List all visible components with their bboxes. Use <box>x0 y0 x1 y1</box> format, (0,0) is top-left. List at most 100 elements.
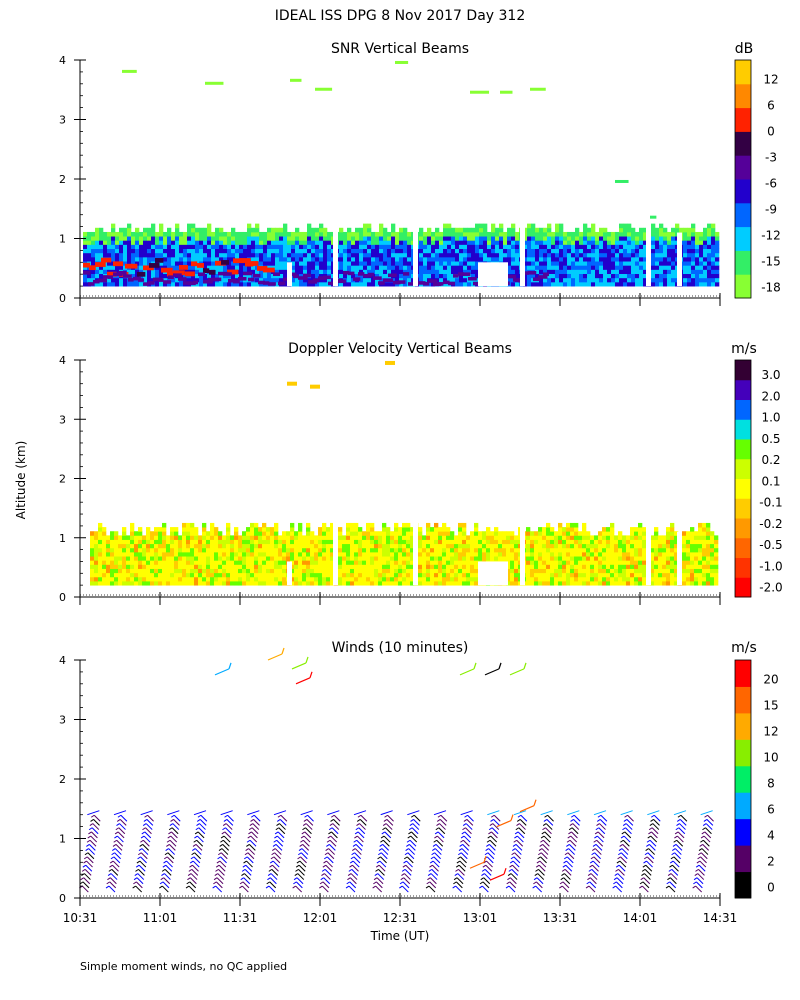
doppler-cell <box>450 556 455 561</box>
wind-barb <box>199 823 206 830</box>
snr-cell <box>695 277 700 283</box>
doppler-cell <box>287 381 297 386</box>
doppler-cell <box>682 581 687 586</box>
colorbar-swatch <box>735 179 751 204</box>
doppler-cell <box>622 539 627 545</box>
doppler-cell <box>326 576 331 582</box>
snr-cell <box>579 273 584 279</box>
doppler-cell <box>698 535 703 540</box>
doppler-cell <box>658 539 663 545</box>
snr-cell <box>691 256 696 262</box>
snr-cell <box>303 261 308 266</box>
snr-cell <box>507 269 512 275</box>
snr-cell <box>167 277 172 283</box>
snr-cell <box>123 240 128 245</box>
wind-barb <box>193 856 201 864</box>
snr-cell <box>495 227 500 233</box>
doppler-cell <box>146 535 151 540</box>
snr-cell <box>323 265 328 270</box>
doppler-cell <box>274 522 279 528</box>
snr-cell <box>95 252 100 258</box>
wind-barb-flag <box>187 873 192 876</box>
snr-cell <box>187 231 192 237</box>
doppler-cell <box>94 568 99 574</box>
snr-cell <box>559 277 564 283</box>
doppler-cell <box>574 539 579 545</box>
doppler-cell <box>326 568 331 574</box>
doppler-cell <box>110 568 115 574</box>
wind-barb <box>144 831 152 839</box>
doppler-cell <box>370 568 375 574</box>
doppler-cell <box>578 543 583 549</box>
snr-cell <box>155 236 160 241</box>
snr-cell <box>275 277 280 283</box>
wind-barb-flag <box>270 856 275 860</box>
doppler-cell <box>210 535 215 540</box>
doppler-cell <box>430 543 435 549</box>
doppler-cell <box>318 560 323 565</box>
doppler-cell <box>130 522 135 528</box>
snr-cell <box>195 252 200 258</box>
snr-cell <box>579 248 584 254</box>
wind-barb-flag <box>116 823 120 826</box>
snr-cell <box>463 265 468 270</box>
wind-barb-flag <box>269 860 274 864</box>
snr-cell <box>215 227 220 233</box>
wind-barb-flag <box>277 814 282 818</box>
doppler-cell <box>338 539 343 545</box>
snr-cell <box>667 231 672 237</box>
wind-barb <box>145 823 153 830</box>
wind-barb-flag <box>320 877 325 881</box>
doppler-cell <box>546 527 551 532</box>
doppler-cell <box>306 527 311 532</box>
doppler-cell <box>454 581 459 586</box>
doppler-cell <box>670 564 675 569</box>
snr-cell <box>683 240 688 245</box>
y-axis-label: Altitude (km) <box>14 441 28 520</box>
snr-cell <box>347 273 352 279</box>
snr-cell <box>379 227 384 233</box>
doppler-cell <box>326 572 331 578</box>
doppler-cell <box>406 522 411 528</box>
doppler-cell <box>574 581 579 586</box>
wind-barb <box>140 810 153 816</box>
snr-cell <box>479 244 484 250</box>
doppler-cell <box>662 556 667 561</box>
colorbar-swatch <box>735 274 751 299</box>
doppler-cell <box>470 556 475 561</box>
doppler-cell <box>154 568 159 574</box>
doppler-cell <box>554 539 559 545</box>
snr-cell <box>551 236 556 241</box>
wind-barb <box>225 823 233 830</box>
snr-cell <box>271 277 276 283</box>
snr-cell <box>339 252 344 258</box>
colorbar-tick-label: -12 <box>761 228 781 242</box>
wind-barb <box>119 823 126 830</box>
snr-cell <box>563 231 568 237</box>
doppler-cell <box>462 522 467 528</box>
doppler-cell <box>546 576 551 582</box>
snr-cell <box>403 269 408 275</box>
wind-barb <box>220 810 233 816</box>
doppler-cell <box>138 568 143 574</box>
doppler-cell <box>406 543 411 549</box>
snr-cell <box>195 248 200 254</box>
colorbar-swatch <box>735 60 751 85</box>
doppler-cell <box>666 576 671 582</box>
doppler-cell <box>538 527 543 532</box>
doppler-cell <box>426 527 431 532</box>
snr-cell <box>543 236 548 241</box>
doppler-cell <box>306 551 311 557</box>
doppler-cell <box>458 551 463 557</box>
snr-cell <box>447 236 452 241</box>
snr-cell <box>699 265 704 270</box>
snr-cell <box>207 261 212 266</box>
snr-cell <box>175 281 180 287</box>
doppler-cell <box>398 547 403 553</box>
snr-cell <box>135 261 140 266</box>
snr-cell <box>395 265 400 270</box>
doppler-cell <box>394 547 399 553</box>
snr-cell <box>503 240 508 245</box>
snr-cell <box>171 240 176 245</box>
snr-cell <box>251 256 256 262</box>
